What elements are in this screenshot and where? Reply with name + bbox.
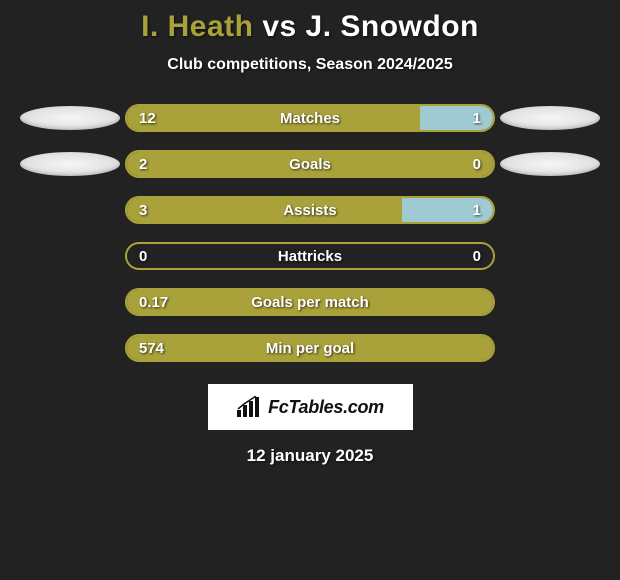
stat-bar: 0 0Hattricks [125,242,495,270]
stat-row: 574Min per goal [0,334,620,362]
bar-left-fill [127,290,493,314]
stat-bar: 20Goals [125,150,495,178]
stat-value-left: 0 [139,244,147,268]
subtitle: Club competitions, Season 2024/2025 [0,56,620,74]
stat-bar: 574Min per goal [125,334,495,362]
stat-row: 31Assists [0,196,620,224]
right-badge-slot [495,336,605,360]
right-badge-slot [495,244,605,268]
team-badge-left [20,152,120,176]
bar-right-fill [402,198,494,222]
date-line: 12 january 2025 [0,446,620,466]
bar-left-fill [127,198,402,222]
right-badge-slot [495,198,605,222]
page-title: I. Heath vs J. Snowdon [0,10,620,44]
right-badge-slot [495,290,605,314]
footer-logo-text: FcTables.com [268,397,384,418]
stat-row: 121Matches [0,104,620,132]
vs-label: vs [262,10,296,43]
bar-right-fill [420,106,493,130]
stat-row: 0.17Goals per match [0,288,620,316]
bar-left-fill [127,152,493,176]
left-badge-slot [15,244,125,268]
stat-row: 0 0Hattricks [0,242,620,270]
team-badge-left [20,106,120,130]
stat-bar: 31Assists [125,196,495,224]
footer-logo: FcTables.com [208,384,413,430]
stat-bar: 0.17Goals per match [125,288,495,316]
stat-value-right: 0 [473,244,481,268]
stat-row: 20Goals [0,150,620,178]
player2-name: J. Snowdon [306,10,479,43]
comparison-infographic: I. Heath vs J. Snowdon Club competitions… [0,0,620,466]
player1-name: I. Heath [141,10,253,43]
left-badge-slot [15,152,125,176]
left-badge-slot [15,106,125,130]
fctables-icon [236,396,262,418]
stat-label: Hattricks [127,244,493,268]
team-badge-right [500,106,600,130]
left-badge-slot [15,336,125,360]
bar-left-fill [127,336,493,360]
team-badge-right [500,152,600,176]
left-badge-slot [15,290,125,314]
stat-rows: 121Matches 20Goals 31Assists 0 0Hattricks 0.1… [0,104,620,362]
right-badge-slot [495,106,605,130]
left-badge-slot [15,198,125,222]
right-badge-slot [495,152,605,176]
bar-left-fill [127,106,420,130]
stat-bar: 121Matches [125,104,495,132]
